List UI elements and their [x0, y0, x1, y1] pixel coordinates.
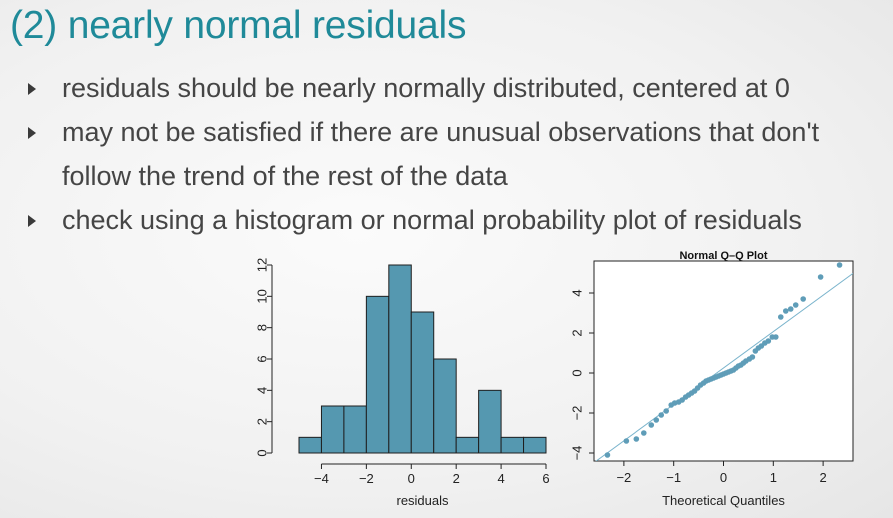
x-tick-label: −2 — [359, 471, 374, 486]
x-tick-label: 2 — [453, 471, 460, 486]
bullet-item: may not be satisfied if there are unusua… — [28, 110, 892, 198]
x-tick-label: −4 — [314, 471, 329, 486]
histogram-bar — [500, 436, 525, 454]
y-tick-label: 4 — [254, 387, 269, 394]
histogram-bar — [343, 405, 367, 454]
x-tick-label: 4 — [497, 471, 504, 486]
residuals-histogram: 0 2 4 6 8 10 12 −4 −2 0 2 4 6 residuals — [254, 258, 549, 508]
reference-line — [595, 272, 853, 461]
qq-point — [777, 314, 784, 320]
x-axis-title: residuals — [396, 493, 449, 508]
qq-point — [604, 452, 611, 458]
qq-point — [787, 306, 794, 312]
y-tick-label: −4 — [569, 446, 584, 461]
qq-point — [782, 308, 789, 314]
y-tick-label: 8 — [254, 324, 269, 331]
qq-point — [836, 262, 843, 268]
histogram-bar — [388, 264, 412, 454]
qq-point — [641, 430, 647, 436]
slide-title: (2) nearly normal residuals — [10, 4, 467, 47]
triangle-right-icon — [28, 127, 36, 139]
triangle-right-icon — [28, 215, 36, 227]
bullet-item: check using a histogram or normal probab… — [28, 198, 892, 242]
y-tick-label: 2 — [569, 329, 584, 336]
bullet-text: check using a histogram or normal probab… — [62, 205, 802, 235]
chart-title: Normal Q–Q Plot — [679, 250, 767, 262]
x-tick-label: 2 — [819, 470, 826, 485]
histogram-bar — [433, 358, 457, 454]
histogram-bar — [410, 311, 435, 454]
qq-point — [653, 417, 660, 423]
qq-point — [749, 354, 756, 360]
histogram-bar — [298, 436, 322, 454]
y-tick-label: 0 — [569, 369, 584, 376]
bullet-text: may not be satisfied if there are unusua… — [62, 117, 820, 191]
qq-point — [663, 408, 670, 414]
histogram-bar — [523, 436, 547, 454]
triangle-right-icon — [28, 83, 36, 95]
x-axis-title: Theoretical Quantiles — [662, 493, 785, 508]
x-tick-label: −1 — [666, 470, 681, 485]
qq-point — [772, 334, 779, 340]
histogram-bar — [478, 389, 502, 454]
x-tick-label: 6 — [542, 471, 549, 486]
qq-point — [623, 438, 630, 444]
y-tick-label: 2 — [254, 418, 269, 425]
y-tick-label: 12 — [254, 258, 269, 272]
x-tick-label: 0 — [408, 471, 415, 486]
x-tick-label: −2 — [616, 470, 631, 485]
plot-frame — [593, 260, 854, 462]
qq-point — [800, 296, 806, 302]
histogram-bar — [455, 436, 480, 454]
bullet-list: residuals should be nearly normally dist… — [28, 66, 892, 242]
y-tick-label: 10 — [254, 289, 269, 303]
normal-qq-plot: Normal Q–Q Plot −4 −2 0 2 4 −2 −1 0 1 2 Theoretical… — [569, 250, 854, 508]
qq-point — [792, 302, 799, 308]
y-tick-label: 4 — [569, 289, 584, 296]
histogram-bar — [320, 405, 345, 454]
x-tick-label: 1 — [770, 470, 777, 485]
qq-point — [648, 422, 655, 428]
y-tick-label: −2 — [569, 406, 584, 421]
qq-point — [817, 274, 824, 280]
bullet-item: residuals should be nearly normally dist… — [28, 66, 892, 110]
qq-point — [765, 338, 772, 344]
qq-point — [633, 436, 640, 442]
x-tick-label: 0 — [720, 470, 727, 485]
y-tick-label: 6 — [254, 355, 269, 362]
y-tick-label: 0 — [254, 449, 269, 456]
qq-point — [658, 412, 665, 418]
histogram-bar — [365, 295, 390, 454]
bullet-text: residuals should be nearly normally dist… — [62, 73, 790, 103]
